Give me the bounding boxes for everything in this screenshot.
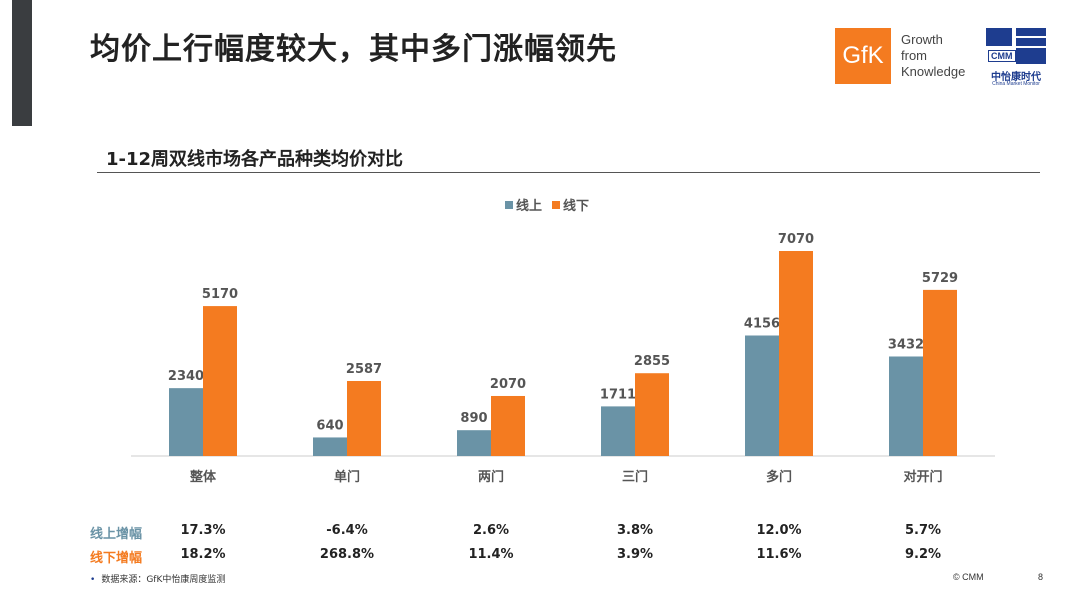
gfk-tagline-line-3: Knowledge	[901, 64, 966, 79]
data-label-offline-4: 7070	[778, 232, 814, 247]
bar-online-1	[313, 437, 347, 456]
growth-cell-0-4: 12.0%	[756, 523, 802, 538]
legend-label-offline: 线下	[563, 199, 590, 214]
category-label-0: 整体	[189, 469, 217, 485]
growth-cell-0-5: 5.7%	[904, 523, 942, 538]
gfk-tagline: Growth from Knowledge	[901, 32, 965, 80]
title-divider	[97, 172, 1040, 173]
gfk-logo: GfK	[835, 28, 891, 84]
growth-row-label-1: 线下增幅	[90, 551, 143, 566]
growth-cell-1-2: 11.4%	[468, 547, 514, 562]
bar-offline-3	[635, 373, 669, 456]
growth-cell-0-2: 2.6%	[472, 523, 510, 538]
page-title: 均价上行幅度较大，其中多门涨幅领先	[90, 32, 617, 67]
growth-cell-1-3: 3.9%	[616, 547, 654, 562]
gfk-tagline-line-1: Growth	[901, 32, 943, 47]
growth-cell-0-0: 17.3%	[180, 523, 226, 538]
source-text: 数据来源：GfK中怡康周度监测	[101, 575, 226, 585]
copyright: © CMM	[953, 572, 984, 582]
cmm-logo-text: CMM	[988, 50, 1016, 62]
data-label-offline-3: 2855	[634, 354, 670, 369]
gfk-tagline-line-2: from	[901, 48, 927, 63]
bar-offline-0	[203, 306, 237, 456]
category-label-5: 对开门	[903, 469, 942, 485]
data-label-offline-2: 2070	[490, 377, 526, 392]
data-label-online-1: 640	[316, 418, 343, 433]
data-label-online-4: 4156	[744, 316, 780, 331]
legend-swatch-offline	[552, 200, 561, 209]
data-label-offline-0: 5170	[202, 287, 238, 302]
category-label-2: 两门	[478, 469, 504, 485]
bar-online-4	[745, 335, 779, 456]
left-accent-bar	[12, 0, 32, 126]
category-label-3: 三门	[622, 469, 648, 485]
cmm-logo-mark	[986, 28, 1046, 64]
growth-cell-1-1: 268.8%	[319, 547, 375, 562]
bar-offline-2	[491, 395, 525, 456]
chart-legend: 线上 线下	[505, 195, 589, 214]
bar-offline-1	[347, 380, 381, 456]
cmm-logo-name: 中怡康时代	[991, 72, 1041, 83]
source-note: • 数据来源：GfK中怡康周度监测	[90, 572, 225, 585]
chart-title: 1-12周双线市场各产品种类均价对比	[106, 149, 404, 170]
legend-swatch-online	[505, 200, 513, 209]
data-label-online-0: 2340	[168, 369, 204, 384]
growth-cell-0-3: 3.8%	[616, 523, 654, 538]
legend-item-online: 线上	[505, 195, 542, 214]
legend-item-offline: 线下	[552, 195, 589, 214]
page-number: 8	[1038, 572, 1044, 582]
bar-online-0	[169, 388, 203, 456]
growth-row-label-0: 线上增幅	[90, 527, 143, 542]
data-label-online-2: 890	[460, 411, 487, 426]
bar-online-5	[889, 356, 923, 456]
bar-offline-4	[779, 251, 813, 456]
cmm-logo-english: China Market Monitor	[992, 81, 1040, 87]
category-label-1: 单门	[334, 469, 360, 485]
growth-cell-1-4: 11.6%	[756, 547, 802, 562]
bar-online-2	[457, 430, 491, 456]
data-label-online-3: 1711	[600, 387, 636, 402]
cmm-logo: CMM 中怡康时代 China Market Monitor	[986, 28, 1046, 87]
data-label-online-5: 3432	[888, 337, 924, 352]
growth-cell-0-1: -6.4%	[326, 523, 368, 538]
legend-label-online: 线上	[516, 199, 543, 214]
data-label-offline-1: 2587	[346, 362, 382, 377]
growth-cell-1-0: 18.2%	[180, 547, 226, 562]
category-label-4: 多门	[766, 469, 792, 485]
growth-cell-1-5: 9.2%	[904, 547, 942, 562]
data-label-offline-5: 5729	[922, 271, 958, 286]
bar-online-3	[601, 406, 635, 456]
bullet-icon: •	[90, 575, 96, 585]
bar-offline-5	[923, 289, 957, 456]
